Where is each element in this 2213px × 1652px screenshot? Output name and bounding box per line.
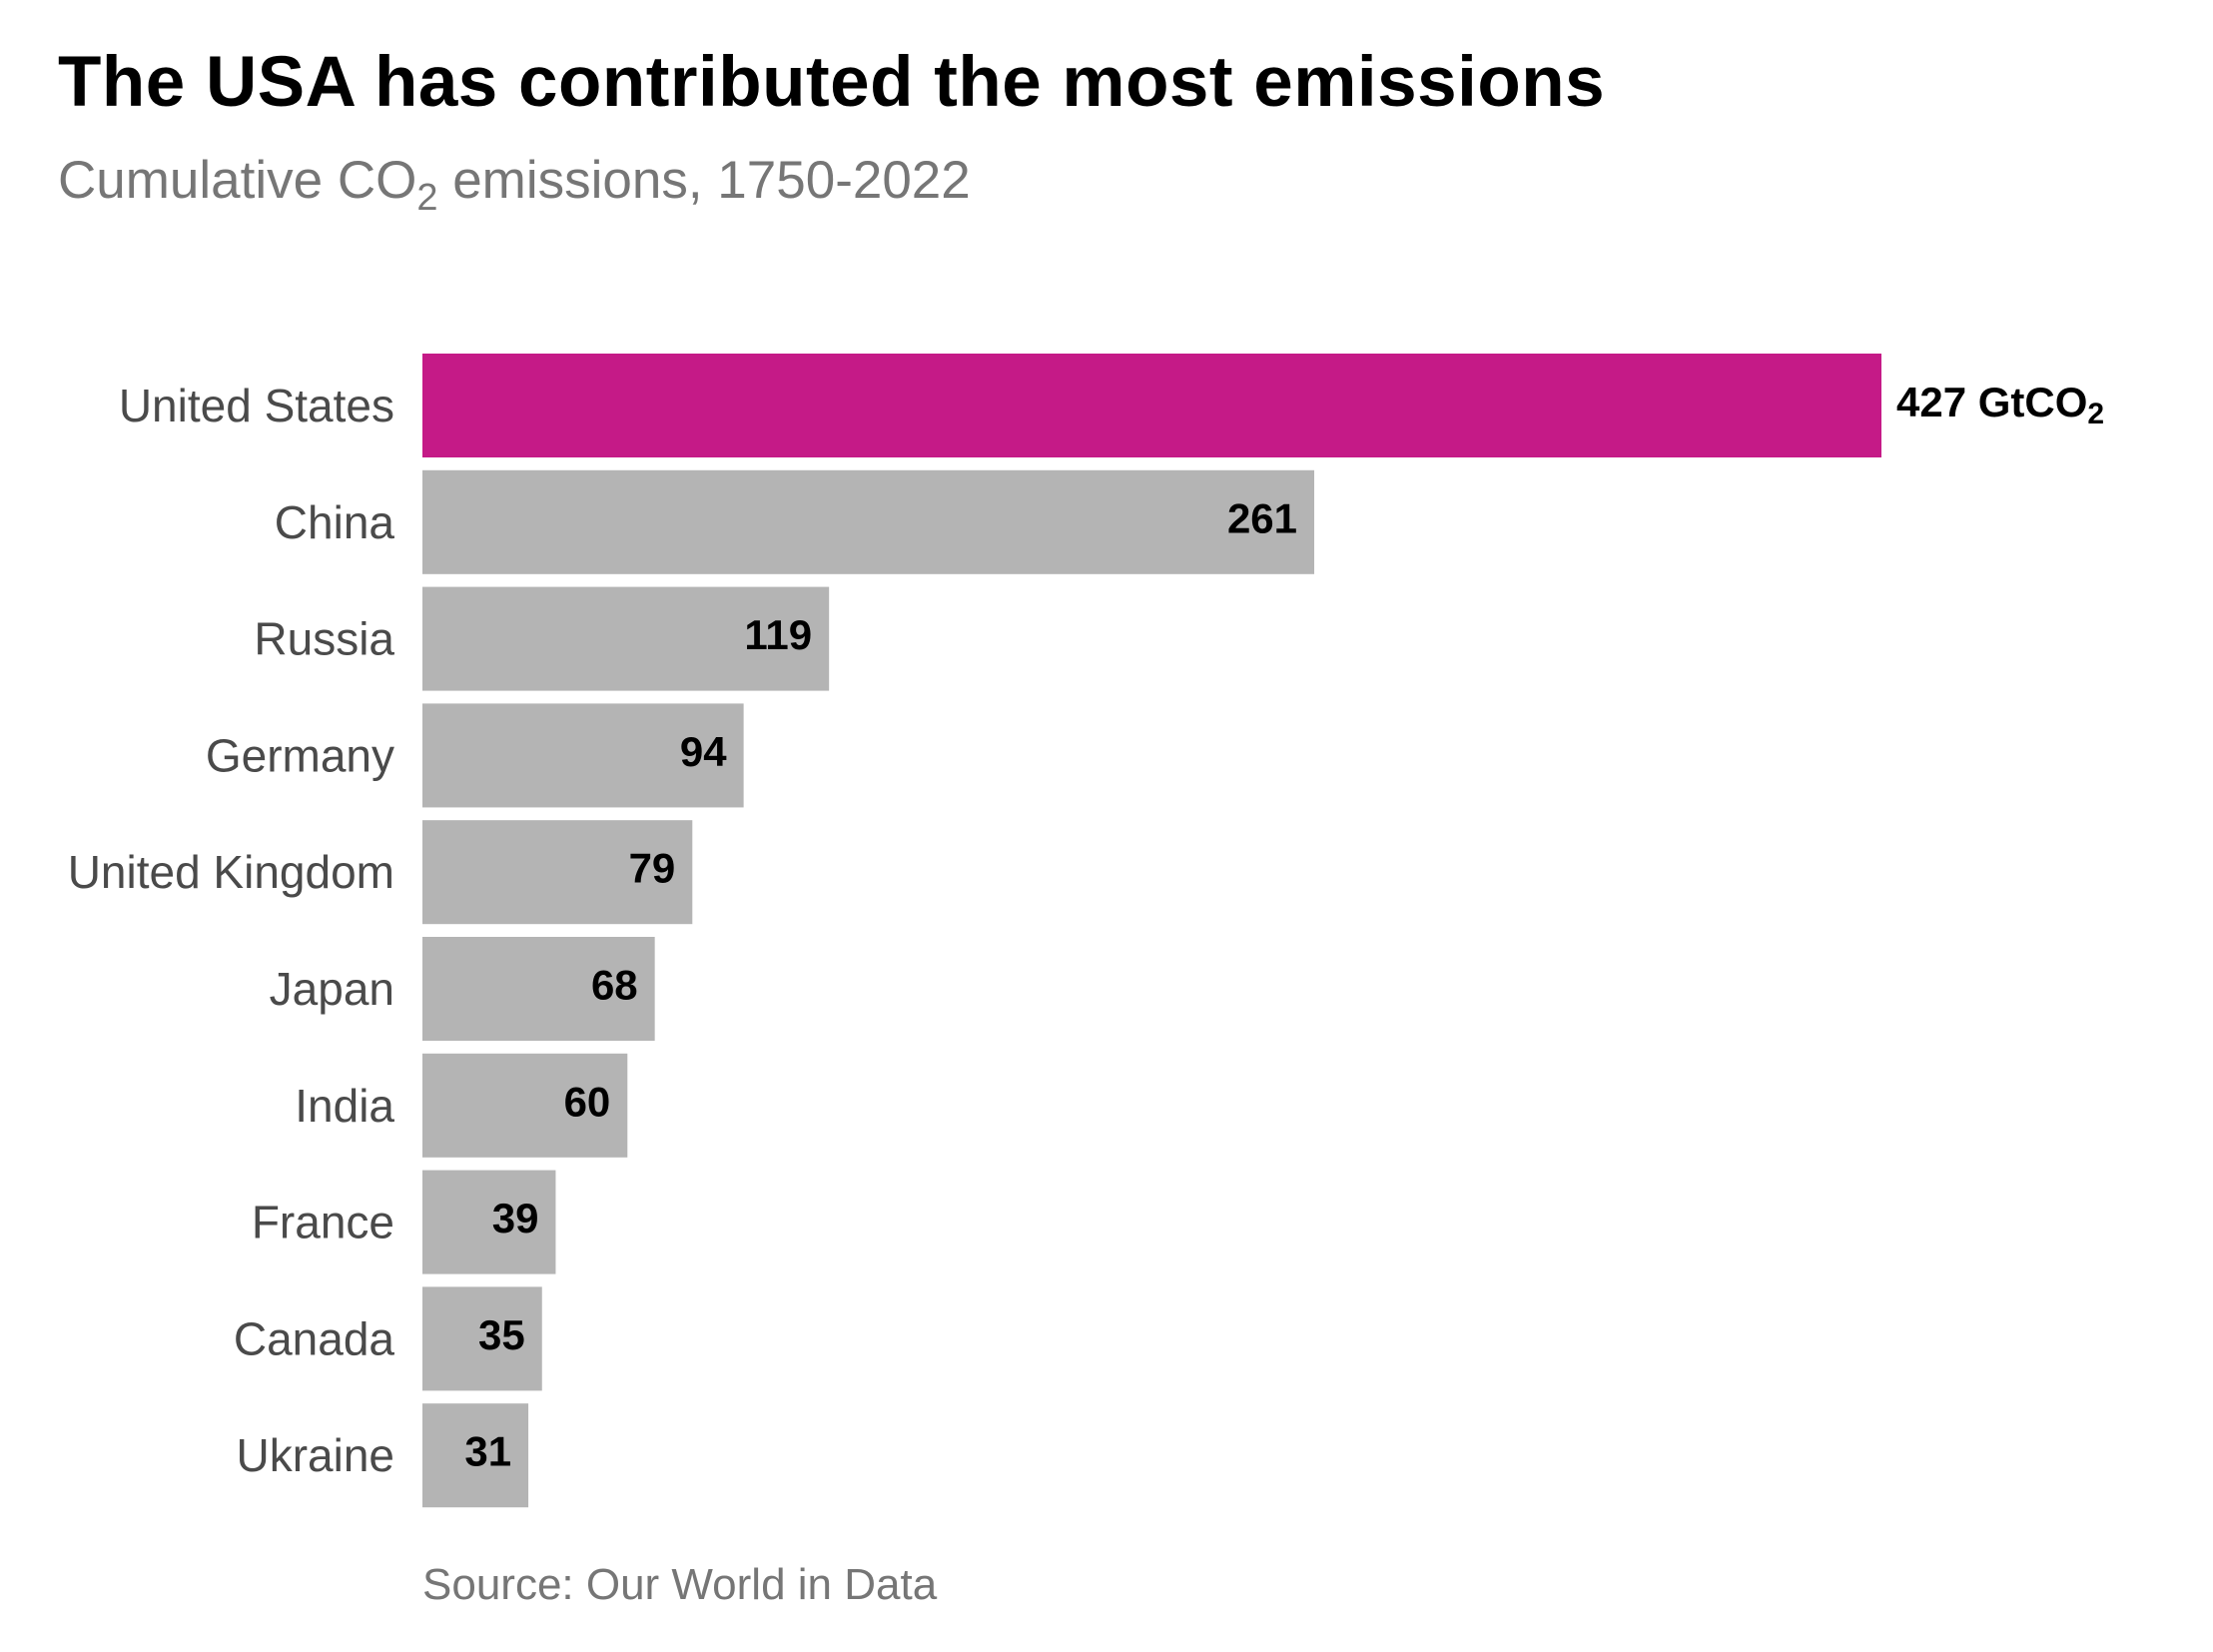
- category-label-united-kingdom: United Kingdom: [68, 846, 394, 898]
- value-label-canada: 35: [478, 1311, 525, 1358]
- category-label-france: France: [252, 1197, 394, 1248]
- subtitle-subscript: 2: [416, 177, 438, 219]
- category-label-united-states: United States: [119, 380, 394, 431]
- subtitle-prefix: Cumulative CO: [58, 151, 417, 210]
- value-label-india: 60: [564, 1078, 611, 1125]
- value-label-ukraine: 31: [464, 1428, 511, 1475]
- value-label-japan: 68: [591, 962, 638, 1009]
- category-label-china: China: [275, 496, 395, 548]
- bar-india: [422, 1053, 628, 1158]
- bar-china: [422, 469, 1315, 574]
- chart-subtitle: Cumulative CO2 emissions, 1750-2022: [58, 150, 971, 217]
- bar-japan: [422, 937, 655, 1041]
- value-unit-subscript: 2: [2087, 398, 2104, 430]
- bar-france: [422, 1170, 556, 1274]
- value-label-china: 261: [1227, 494, 1297, 541]
- category-label-ukraine: Ukraine: [236, 1429, 394, 1481]
- value-label-united-kingdom: 79: [629, 845, 676, 892]
- subtitle-suffix: emissions, 1750-2022: [437, 151, 971, 210]
- category-label-russia: Russia: [254, 613, 394, 665]
- value-label-russia: 119: [744, 611, 812, 658]
- bar-united-kingdom: [422, 820, 693, 925]
- source-note: Source: Our World in Data: [422, 1560, 938, 1609]
- bar-canada: [422, 1286, 542, 1391]
- category-label-japan: Japan: [270, 963, 394, 1015]
- bar-united-states: [422, 354, 1881, 457]
- category-label-india: India: [295, 1080, 394, 1132]
- value-label-france: 39: [492, 1195, 539, 1241]
- bar-ukraine: [422, 1403, 529, 1508]
- value-label-united-states: 427 GtCO2: [1896, 379, 2104, 430]
- value-label-germany: 94: [680, 728, 727, 775]
- chart-title: The USA has contributed the most emissio…: [58, 43, 1606, 122]
- bar-germany: [422, 703, 744, 808]
- bar-russia: [422, 586, 830, 691]
- category-label-canada: Canada: [234, 1312, 395, 1364]
- category-label-germany: Germany: [206, 729, 394, 781]
